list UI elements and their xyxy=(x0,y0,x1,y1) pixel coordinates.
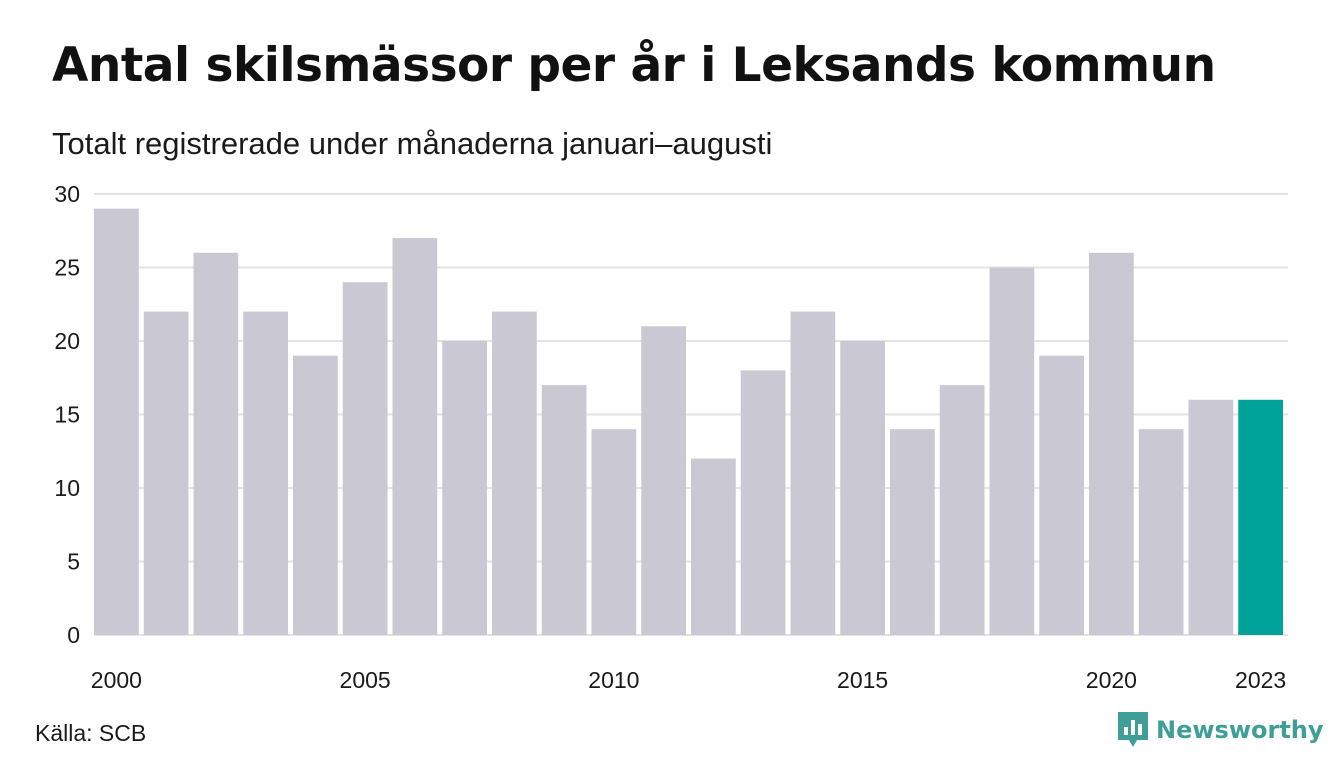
bar-2007 xyxy=(442,341,487,635)
bar-2002 xyxy=(193,252,239,636)
chart-title: Antal skilsmässor per år i Leksands komm… xyxy=(52,38,1216,93)
x-tick-label: 2020 xyxy=(1086,667,1137,693)
bar-2012 xyxy=(691,458,736,635)
y-tick-label: 30 xyxy=(54,181,80,207)
bar-2015 xyxy=(840,341,885,635)
bar-2008 xyxy=(492,311,537,635)
bar-2009 xyxy=(541,385,587,635)
source-note: Källa: SCB xyxy=(35,720,147,746)
bar-2021 xyxy=(1138,429,1184,635)
bar-2020 xyxy=(1089,252,1134,636)
y-tick-label: 15 xyxy=(54,402,80,428)
bar-2011 xyxy=(641,326,686,635)
brand-name: Newsworthy xyxy=(1156,716,1324,744)
x-tick-label: 2005 xyxy=(340,667,391,693)
bar-2010 xyxy=(591,429,637,635)
x-tick-label: 2010 xyxy=(588,667,639,693)
x-tick-label: 2023 xyxy=(1235,667,1286,693)
y-tick-label: 20 xyxy=(54,328,80,354)
y-tick-label: 0 xyxy=(67,622,80,648)
y-tick-label: 25 xyxy=(54,255,80,281)
newsworthy-logo-icon xyxy=(1118,712,1148,747)
bar-2023 xyxy=(1238,399,1283,635)
bar-2022 xyxy=(1188,399,1234,635)
bar-2001 xyxy=(143,311,189,635)
x-tick-label: 2000 xyxy=(91,667,142,693)
x-tick-label: 2015 xyxy=(837,667,888,693)
bar-2014 xyxy=(790,311,836,635)
bar-2005 xyxy=(342,282,388,635)
bar-2004 xyxy=(293,355,338,635)
y-tick-label: 10 xyxy=(54,475,80,501)
bar-2019 xyxy=(1039,355,1084,635)
bar-2016 xyxy=(890,429,935,635)
brand-logo: Newsworthy xyxy=(1118,712,1324,748)
bar-2000 xyxy=(94,208,139,635)
chart-subtitle: Totalt registrerade under månaderna janu… xyxy=(52,126,773,161)
bar-2006 xyxy=(392,238,438,635)
y-tick-label: 5 xyxy=(67,549,80,575)
bar-2018 xyxy=(989,267,1035,635)
bar-2017 xyxy=(939,385,985,635)
bar-2003 xyxy=(243,311,288,635)
bar-2013 xyxy=(740,370,786,635)
